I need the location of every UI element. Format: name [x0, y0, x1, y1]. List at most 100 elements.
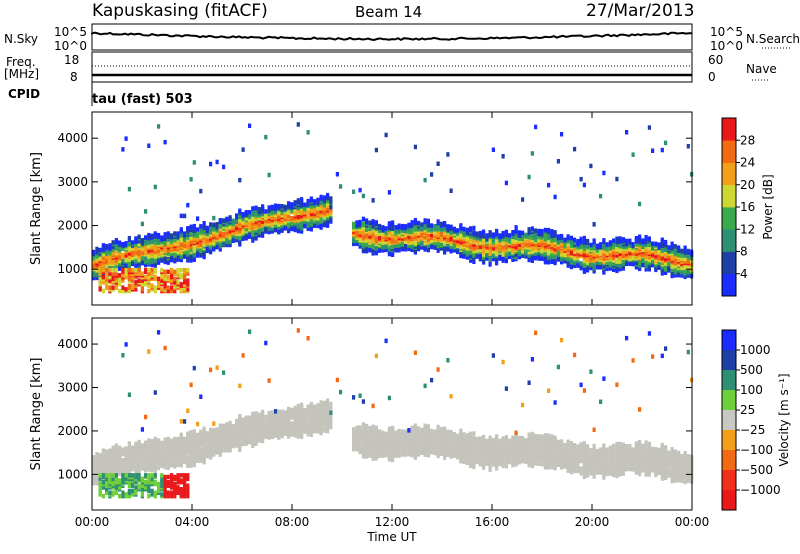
power-cell	[391, 243, 395, 248]
power-cell	[683, 250, 687, 255]
power-cell	[215, 159, 219, 165]
power-cell	[365, 241, 369, 246]
velocity-cell	[267, 416, 271, 422]
power-cell	[595, 254, 599, 259]
power-cell	[595, 243, 599, 249]
power-cell	[547, 234, 551, 239]
power-cell	[374, 250, 378, 256]
power-cell	[446, 152, 450, 157]
velocity-cell	[319, 409, 323, 414]
power-cell	[124, 271, 128, 276]
power-cell	[176, 280, 180, 285]
velocity-cell	[189, 440, 193, 446]
power-cell	[556, 159, 560, 164]
power-cell	[602, 256, 606, 261]
power-cell	[248, 234, 252, 239]
power-cell	[131, 249, 135, 254]
power-cell	[556, 234, 560, 239]
power-cell	[501, 230, 505, 236]
velocity-cell	[144, 414, 148, 420]
power-cell	[478, 230, 482, 236]
velocity-cell	[313, 404, 317, 410]
velocity-cell	[225, 426, 229, 432]
power-cell	[384, 226, 388, 231]
power-cell	[244, 210, 248, 215]
velocity-cell	[296, 328, 300, 333]
power-cell	[212, 222, 216, 227]
power-cell	[514, 225, 518, 230]
velocity-cell	[358, 443, 362, 448]
power-cell	[293, 200, 297, 205]
power-cell	[225, 216, 229, 222]
power-cell	[127, 236, 131, 241]
velocity-cell	[215, 427, 219, 432]
power-cell	[137, 271, 141, 276]
power-cell	[183, 267, 187, 273]
power-cell	[127, 260, 131, 265]
power-cell	[186, 202, 190, 208]
velocity-cell	[183, 483, 187, 488]
power-cell	[560, 233, 564, 239]
power-cell	[134, 236, 138, 241]
power-cell	[173, 237, 177, 242]
power-cell	[582, 266, 586, 271]
velocity-cell	[153, 493, 157, 499]
power-cell	[127, 274, 131, 280]
power-cell	[121, 147, 125, 152]
velocity-cell	[183, 493, 187, 499]
power-cell	[404, 228, 408, 234]
power-cell	[319, 219, 323, 224]
power-cell	[644, 260, 648, 266]
velocity-cell	[322, 400, 326, 406]
power-cell	[166, 274, 170, 280]
velocity-cell	[241, 434, 245, 439]
velocity-cell	[225, 422, 229, 427]
power-cell	[248, 213, 252, 218]
power-cell	[111, 250, 115, 256]
velocity-cell	[111, 456, 115, 461]
power-cell	[504, 240, 508, 245]
power-cell	[488, 239, 492, 244]
power-cell	[248, 217, 252, 223]
velocity-cell	[371, 403, 375, 409]
power-cell	[101, 243, 105, 248]
velocity-cell	[248, 418, 252, 423]
power-cell	[147, 243, 151, 249]
velocity-cell	[293, 405, 297, 411]
velocity-cell	[319, 427, 323, 433]
power-cell	[550, 229, 554, 234]
velocity-cell	[134, 441, 138, 447]
velocity-cell	[361, 426, 365, 432]
power-cell	[634, 236, 638, 241]
power-cell	[384, 239, 388, 245]
velocity-cell	[147, 349, 151, 354]
noise-right-top-tick: 10^5	[710, 25, 743, 39]
power-cell	[296, 122, 300, 127]
power-cell	[303, 222, 307, 227]
power-cell	[283, 212, 287, 217]
velocity-cell	[378, 440, 382, 445]
power-cell	[199, 224, 203, 229]
power-cell	[189, 235, 193, 240]
power-cell	[108, 253, 112, 259]
velocity-cell	[153, 490, 157, 495]
velocity-cell	[326, 424, 330, 429]
velocity-cell	[261, 409, 265, 415]
power-cell	[488, 230, 492, 235]
power-cell	[579, 261, 583, 266]
velocity-cell	[319, 400, 323, 405]
velocity-cell	[140, 487, 144, 492]
power-cell	[534, 124, 538, 130]
power-cell	[612, 247, 616, 253]
power-cell	[287, 201, 291, 206]
velocity-cell	[196, 441, 200, 447]
power-cell	[144, 235, 148, 240]
velocity-cell	[170, 490, 174, 495]
power-cell	[508, 233, 512, 238]
velocity-cell	[170, 473, 174, 478]
noise-left-bottom-tick: 10^0	[54, 39, 87, 53]
power-cell	[137, 278, 141, 283]
power-cell	[98, 267, 102, 273]
power-cell	[163, 239, 167, 245]
power-cell	[131, 240, 135, 245]
